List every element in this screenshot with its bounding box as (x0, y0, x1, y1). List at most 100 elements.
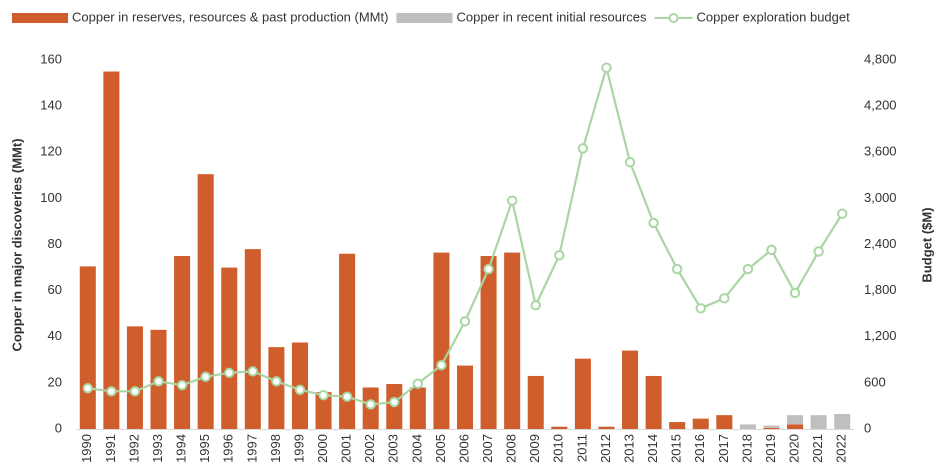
x-tick-label: 1992 (126, 434, 141, 463)
bar (244, 249, 261, 429)
x-tick-label: 2009 (527, 434, 542, 463)
bar (739, 424, 756, 429)
x-tick-label: 2012 (598, 434, 613, 463)
y2-tick-label: 2,400 (864, 236, 897, 251)
x-tick-label: 2022 (834, 434, 849, 463)
y-tick-label: 140 (40, 98, 62, 113)
bar (787, 424, 804, 429)
legend-swatch (668, 13, 679, 23)
y2-tick-label: 600 (864, 374, 886, 389)
line-marker (577, 143, 589, 154)
line-marker (813, 246, 824, 257)
line-marker (224, 367, 235, 379)
y2-tick-label: 3,600 (864, 144, 897, 159)
y-tick-label: 100 (40, 190, 62, 205)
bar (339, 253, 356, 429)
line-marker (695, 303, 706, 314)
line-marker (341, 391, 353, 402)
line-marker (601, 62, 612, 73)
x-tick-label: 2018 (739, 434, 754, 463)
line-marker (176, 379, 188, 391)
bar (433, 252, 450, 429)
line-marker (459, 316, 471, 327)
bar (763, 425, 780, 428)
x-tick-label: 1996 (221, 434, 236, 463)
legend-swatch (396, 13, 453, 23)
line-marker (648, 217, 659, 229)
x-tick-label: 2014 (645, 434, 660, 463)
line-marker (483, 263, 494, 275)
x-tick-label: 2003 (386, 434, 401, 463)
bar (834, 414, 851, 429)
bar (574, 358, 591, 429)
x-tick-label: 1994 (174, 434, 189, 463)
x-tick-label: 1997 (244, 434, 259, 463)
bar (504, 252, 521, 429)
bar (221, 267, 238, 429)
bar (480, 256, 497, 429)
x-tick-label: 2021 (810, 434, 825, 463)
x-tick-label: 2006 (456, 434, 471, 463)
line-marker (129, 386, 141, 397)
y2-tick-label: 3,000 (864, 190, 897, 205)
y2-tick-label: 4,800 (864, 51, 897, 66)
bar (692, 418, 709, 429)
x-tick-label: 2008 (504, 434, 519, 463)
y-tick-label: 60 (48, 282, 62, 297)
line-marker (837, 208, 848, 219)
x-tick-label: 2002 (362, 434, 377, 463)
bar (716, 415, 733, 429)
line-marker (389, 396, 400, 408)
legend-label: Copper in reserves, resources & past pro… (72, 9, 388, 24)
y-tick-label: 120 (40, 144, 62, 159)
x-tick-label: 1991 (103, 434, 118, 463)
y2-tick-label: 0 (864, 420, 871, 435)
bar (598, 426, 615, 429)
line-marker (412, 378, 424, 389)
line-marker (789, 287, 801, 299)
x-tick-label: 2004 (409, 434, 424, 463)
x-tick-label: 2007 (480, 434, 495, 463)
bar (551, 426, 568, 429)
y-tick-label: 0 (55, 420, 62, 435)
x-tick-label: 2001 (339, 434, 354, 463)
line-marker (530, 300, 541, 311)
bar (763, 427, 780, 429)
x-tick-label: 1990 (79, 434, 94, 463)
x-tick-label: 2020 (786, 434, 801, 463)
bar (787, 415, 804, 425)
line-marker (436, 359, 447, 371)
line-marker (554, 250, 565, 261)
bar (527, 375, 544, 429)
x-tick-label: 2011 (574, 434, 589, 462)
line-marker (624, 157, 636, 168)
y-tick-label: 20 (48, 374, 62, 389)
bar (126, 326, 143, 429)
line-marker (766, 244, 777, 256)
line-marker (318, 389, 329, 401)
x-tick-label: 2019 (763, 434, 778, 463)
x-tick-label: 2013 (621, 434, 636, 463)
bar (669, 422, 686, 429)
bar (315, 392, 332, 429)
bar (103, 71, 120, 429)
bar (645, 375, 662, 429)
y2-tick-label: 1,800 (864, 282, 897, 297)
line-marker (82, 383, 93, 394)
y-tick-label: 160 (40, 51, 62, 66)
x-tick-label: 2017 (716, 434, 731, 463)
legend-swatch (12, 13, 68, 23)
bar (810, 415, 827, 429)
bar (79, 266, 96, 429)
y2-tick-label: 4,200 (864, 98, 897, 113)
y2-axis-title: Budget ($M) (919, 207, 934, 282)
line-marker (271, 376, 282, 387)
x-tick-label: 2015 (669, 434, 684, 463)
line-marker (294, 384, 306, 395)
bar (268, 347, 285, 429)
x-tick-label: 2000 (315, 434, 330, 463)
legend-label: Copper exploration budget (697, 9, 851, 24)
y2-tick-label: 1,200 (864, 328, 897, 343)
bar (622, 350, 639, 429)
